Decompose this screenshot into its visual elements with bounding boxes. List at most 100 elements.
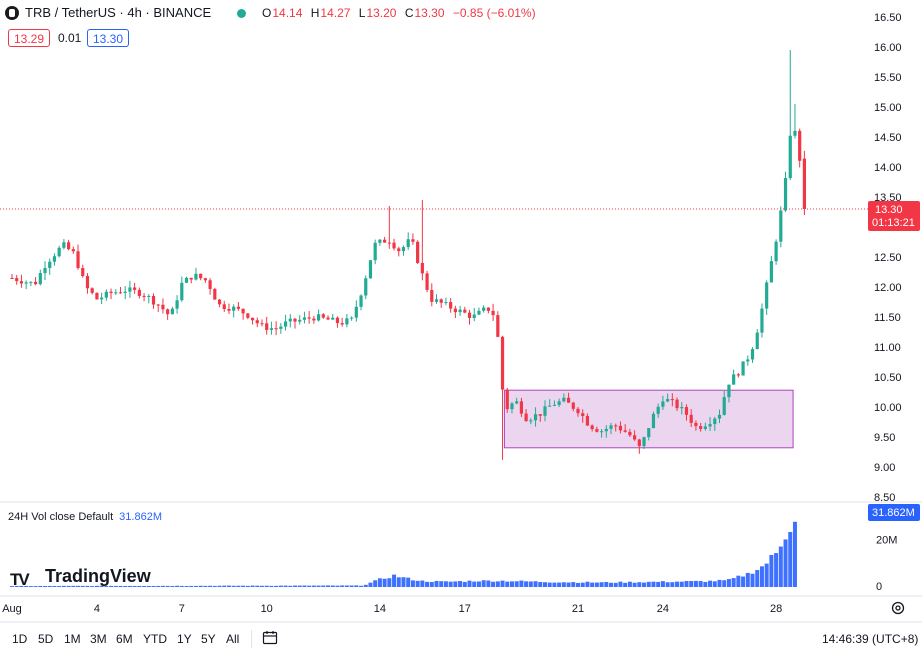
candle-down[interactable] — [585, 416, 590, 426]
candle-down[interactable] — [694, 422, 698, 427]
candle-down[interactable] — [590, 425, 594, 430]
candle-down[interactable] — [137, 289, 141, 296]
candle-down[interactable] — [161, 304, 165, 310]
candle-down[interactable] — [321, 314, 325, 318]
candle-up[interactable] — [288, 318, 292, 322]
candle-down[interactable] — [213, 288, 217, 300]
candle-down[interactable] — [392, 242, 396, 249]
candle-up[interactable] — [269, 328, 274, 330]
candle-up[interactable] — [760, 308, 764, 333]
timeframe-1m[interactable]: 1M — [64, 632, 81, 646]
clock-timezone[interactable]: 14:46:39 (UTC+8) — [822, 632, 919, 646]
candle-up[interactable] — [373, 242, 377, 261]
candle-down[interactable] — [10, 278, 14, 279]
candle-down[interactable] — [416, 241, 420, 263]
candle-up[interactable] — [175, 300, 179, 309]
candle-down[interactable] — [675, 399, 679, 409]
candle-down[interactable] — [307, 317, 311, 319]
candle-up[interactable] — [482, 307, 486, 311]
candle-down[interactable] — [491, 310, 495, 316]
candle-up[interactable] — [104, 291, 108, 298]
candle-down[interactable] — [166, 309, 170, 315]
candle-down[interactable] — [33, 281, 38, 285]
candle-down[interactable] — [496, 315, 500, 337]
candle-up[interactable] — [128, 287, 132, 292]
candle-down[interactable] — [628, 431, 632, 436]
candle-down[interactable] — [265, 323, 269, 330]
candle-up[interactable] — [232, 306, 236, 311]
candle-up[interactable] — [769, 261, 773, 283]
candle-down[interactable] — [802, 158, 806, 209]
candle-up[interactable] — [458, 309, 462, 313]
candle-up[interactable] — [123, 291, 127, 293]
candle-up[interactable] — [708, 424, 712, 427]
candle-up[interactable] — [703, 426, 707, 429]
candle-down[interactable] — [411, 239, 415, 242]
candle-down[interactable] — [15, 278, 19, 282]
candle-down[interactable] — [274, 328, 278, 330]
candle-up[interactable] — [283, 321, 288, 327]
candle-down[interactable] — [633, 435, 637, 440]
candle-up[interactable] — [755, 332, 759, 350]
candle-up[interactable] — [741, 361, 745, 376]
candle-down[interactable] — [519, 401, 523, 414]
candle-down[interactable] — [255, 320, 259, 324]
candle-down[interactable] — [699, 426, 703, 429]
candle-up[interactable] — [52, 256, 57, 262]
candle-up[interactable] — [713, 418, 717, 425]
candle-up[interactable] — [345, 318, 349, 325]
candle-up[interactable] — [661, 401, 665, 407]
candle-up[interactable] — [515, 401, 519, 404]
candle-down[interactable] — [453, 308, 457, 313]
candle-down[interactable] — [203, 278, 207, 281]
candle-up[interactable] — [788, 135, 792, 179]
candle-down[interactable] — [133, 287, 137, 290]
candle-down[interactable] — [430, 289, 434, 302]
candle-down[interactable] — [118, 292, 123, 294]
candle-up[interactable] — [62, 242, 66, 248]
candle-up[interactable] — [354, 306, 358, 318]
candle-down[interactable] — [576, 408, 580, 414]
candle-down[interactable] — [505, 389, 509, 410]
candle-up[interactable] — [793, 130, 797, 136]
candle-up[interactable] — [298, 319, 302, 322]
timeframe-1y[interactable]: 1Y — [177, 632, 192, 646]
candle-down[interactable] — [387, 242, 391, 244]
candle-up[interactable] — [180, 282, 184, 301]
candle-down[interactable] — [420, 262, 424, 274]
candle-up[interactable] — [316, 314, 321, 321]
candle-down[interactable] — [689, 414, 693, 423]
candle-up[interactable] — [774, 241, 778, 262]
candle-down[interactable] — [142, 295, 146, 297]
candle-down[interactable] — [449, 302, 453, 309]
candle-up[interactable] — [444, 302, 448, 304]
candle-down[interactable] — [199, 273, 203, 279]
candle-down[interactable] — [222, 304, 226, 310]
candle-up[interactable] — [727, 384, 731, 398]
candle-up[interactable] — [529, 420, 533, 422]
candle-down[interactable] — [76, 251, 80, 269]
candle-up[interactable] — [651, 413, 656, 429]
candle-up[interactable] — [604, 428, 608, 432]
candle-down[interactable] — [241, 308, 245, 314]
candle-down[interactable] — [260, 323, 264, 325]
candle-down[interactable] — [538, 414, 542, 416]
candle-down[interactable] — [524, 413, 528, 422]
candle-up[interactable] — [599, 431, 604, 433]
candle-up[interactable] — [779, 210, 783, 242]
candle-up[interactable] — [732, 374, 736, 385]
candle-down[interactable] — [236, 306, 240, 309]
candle-up[interactable] — [401, 247, 406, 252]
market-status-icon[interactable] — [237, 9, 246, 18]
candle-up[interactable] — [302, 317, 307, 320]
candle-up[interactable] — [548, 405, 552, 407]
candle-down[interactable] — [566, 397, 571, 403]
candle-down[interactable] — [71, 249, 75, 252]
candle-down[interactable] — [595, 429, 599, 432]
timeframe-3m[interactable]: 3M — [90, 632, 107, 646]
candle-down[interactable] — [81, 268, 85, 276]
candle-down[interactable] — [151, 295, 156, 305]
candle-up[interactable] — [680, 407, 684, 409]
candle-up[interactable] — [562, 397, 566, 402]
